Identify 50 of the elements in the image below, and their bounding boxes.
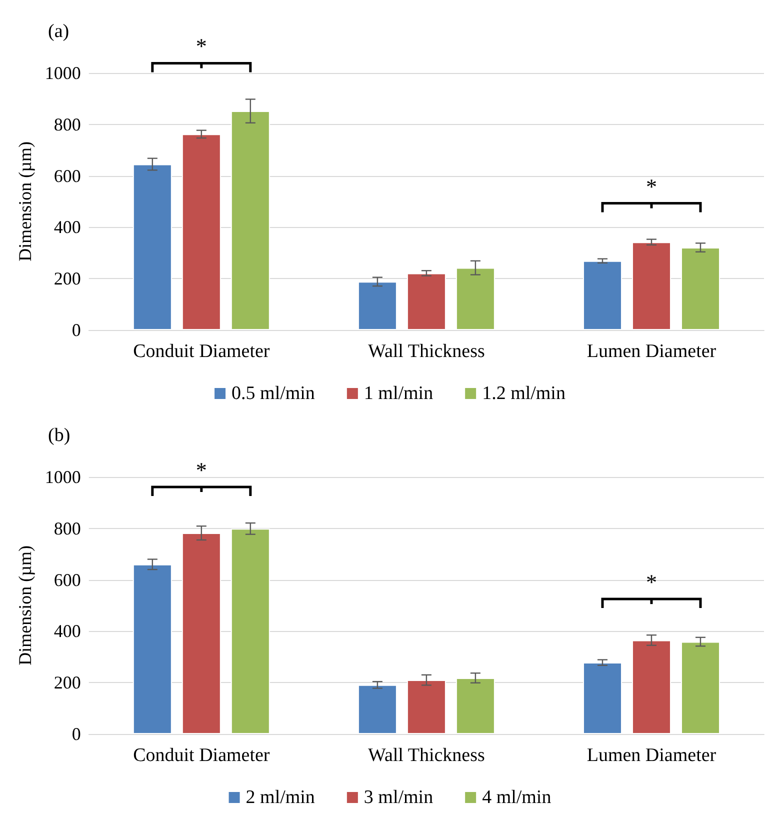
bar: [132, 564, 172, 734]
annotation: *: [646, 174, 657, 199]
bar: [680, 642, 720, 734]
annotation: *: [196, 458, 207, 483]
bar: [358, 282, 397, 330]
y-axis-title: Dimension (µm): [15, 546, 35, 666]
y-tick-label: 200: [54, 268, 81, 289]
bar: [132, 164, 172, 330]
y-tick-label: 0: [72, 724, 81, 744]
x-tick-label: Lumen Diameter: [586, 341, 717, 362]
x-tick-label: Wall Thickness: [368, 745, 485, 766]
y-tick-label: 200: [54, 672, 81, 693]
bar: [632, 640, 671, 734]
legend-label: 1.2 ml/min: [482, 383, 566, 404]
bar: [182, 533, 221, 734]
legend-label: 0.5 ml/min: [232, 383, 316, 404]
bar: [456, 678, 495, 734]
bar: [182, 134, 221, 330]
y-tick-label: 600: [54, 570, 81, 590]
bar: [406, 680, 446, 734]
legend-label: 2 ml/min: [246, 787, 316, 808]
y-axis-title: Dimension (µm): [15, 142, 35, 262]
legend-label: 4 ml/min: [482, 787, 552, 808]
bar: [230, 111, 270, 330]
y-tick-label: 400: [54, 217, 81, 238]
bar: [358, 684, 397, 734]
bar: [230, 528, 270, 734]
text: (b): [48, 425, 70, 446]
bar: [582, 662, 622, 734]
bar: [632, 242, 671, 330]
x-tick-label: Wall Thickness: [368, 341, 485, 362]
y-tick-label: 800: [54, 518, 81, 538]
bar: [680, 248, 720, 330]
x-tick-label: Conduit Diameter: [133, 745, 270, 766]
y-tick-label: 800: [54, 114, 81, 134]
y-tick-label: 1000: [44, 467, 81, 487]
x-tick-label: Conduit Diameter: [133, 341, 270, 362]
annotation: *: [646, 570, 657, 595]
y-tick-label: 1000: [44, 63, 81, 83]
bar: [582, 260, 622, 330]
text: (a): [48, 21, 70, 42]
legend-label: 3 ml/min: [364, 787, 434, 808]
x-tick-label: Lumen Diameter: [586, 745, 717, 766]
bar: [456, 268, 495, 330]
legend-label: 1 ml/min: [364, 383, 434, 404]
y-tick-label: 400: [54, 621, 81, 642]
bar: [406, 273, 446, 330]
y-tick-label: 0: [72, 320, 81, 340]
y-tick-label: 600: [54, 166, 81, 186]
annotation: *: [196, 34, 207, 59]
